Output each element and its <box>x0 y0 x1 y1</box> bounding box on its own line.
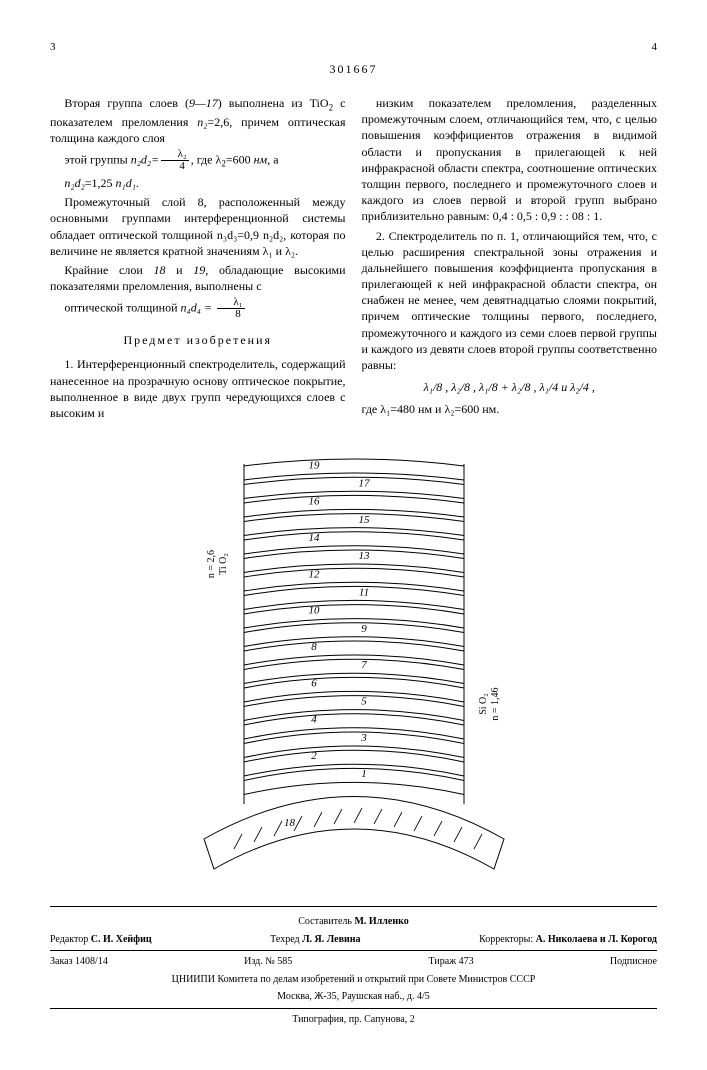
left-label-n26: n = 2,6 <box>206 550 217 578</box>
right-label-sio2: Si O₂ <box>478 693 489 715</box>
right-column: низким показателем преломления, разделен… <box>362 95 658 424</box>
svg-text:9: 9 <box>361 623 367 635</box>
divider-2 <box>50 1008 657 1009</box>
page-number-left: 3 <box>50 40 56 55</box>
svg-text:10: 10 <box>308 605 320 617</box>
svg-text:8: 8 <box>311 641 317 653</box>
svg-text:1: 1 <box>361 768 367 780</box>
formula-ratios: λ₁/8 , λ₂/8 , λ₁/8 + λ₂/8 , λ₁/4 и λ₂/4 … <box>362 379 658 395</box>
compiler-line: Составитель М. Илленко <box>50 915 657 929</box>
svg-text:11: 11 <box>358 587 368 599</box>
right-para-2: 2. Спектроделитель по п. 1, отличающийся… <box>362 228 658 374</box>
layer-18-label: 18 <box>284 817 296 829</box>
svg-text:6: 6 <box>311 678 317 690</box>
svg-text:13: 13 <box>358 550 370 562</box>
svg-text:3: 3 <box>360 732 367 744</box>
editor-row: Редактор С. И. Хейфиц Техред Л. Я. Левин… <box>50 933 657 947</box>
left-para-4: Промежуточный слой 8, расположенный межд… <box>50 194 346 259</box>
svg-text:12: 12 <box>308 569 320 581</box>
svg-text:16: 16 <box>308 496 320 508</box>
divider <box>50 950 657 951</box>
left-label-tio2: Ti O₂ <box>218 553 229 575</box>
invention-subject-heading: Предмет изобретения <box>50 332 346 348</box>
patent-number: 301667 <box>50 61 657 77</box>
left-para-2: этой группы n₂d₂=λ₂4, где λ2=600 нм, а <box>50 149 346 172</box>
claim-1-start: 1. Интерференционный спектроделитель, со… <box>50 356 346 421</box>
svg-text:7: 7 <box>361 659 367 671</box>
left-column: Вторая группа слоев (9—17) выполнена из … <box>50 95 346 424</box>
layer-diagram: 19 17 16 15 14 13 12 11 10 9 8 7 6 5 4 3 2 1 Ti O₂ n = 2,… <box>50 444 657 878</box>
wavelengths-line: где λ₁=480 нм и λ₂=600 нм. <box>362 401 658 417</box>
left-para-6: оптической толщиной n₄d₄ = λ₁8 <box>50 297 346 320</box>
svg-text:17: 17 <box>358 478 370 490</box>
svg-text:5: 5 <box>361 696 367 708</box>
page-number-right: 4 <box>652 40 658 55</box>
left-para-5: Крайние слои 18 и 19, обладающие высоким… <box>50 262 346 294</box>
svg-text:14: 14 <box>308 532 320 544</box>
svg-text:4: 4 <box>311 714 317 726</box>
org-line: ЦНИИПИ Комитета по делам изобретений и о… <box>50 973 657 987</box>
print-info-row: Заказ 1408/14 Изд. № 585 Тираж 473 Подпи… <box>50 955 657 969</box>
credits-block: Составитель М. Илленко Редактор С. И. Хе… <box>50 906 657 1026</box>
left-para-1: Вторая группа слоев (9—17) выполнена из … <box>50 95 346 146</box>
svg-text:15: 15 <box>358 514 370 526</box>
address-line: Москва, Ж-35, Раушская наб., д. 4/5 <box>50 990 657 1004</box>
left-para-3: n₂d₂=1,25 n₁d₁. <box>50 175 346 191</box>
text-columns: Вторая группа слоев (9—17) выполнена из … <box>50 95 657 424</box>
svg-text:19: 19 <box>308 459 320 471</box>
printer-line: Типография, пр. Сапунова, 2 <box>50 1013 657 1027</box>
right-para-1: низким показателем преломления, разделен… <box>362 95 658 225</box>
page-header: 3 4 <box>50 40 657 55</box>
svg-text:2: 2 <box>311 750 317 762</box>
layer-diagram-svg: 19 17 16 15 14 13 12 11 10 9 8 7 6 5 4 3 2 1 Ti O₂ n = 2,… <box>164 444 544 874</box>
right-label-n146: n = 1,46 <box>490 688 501 721</box>
